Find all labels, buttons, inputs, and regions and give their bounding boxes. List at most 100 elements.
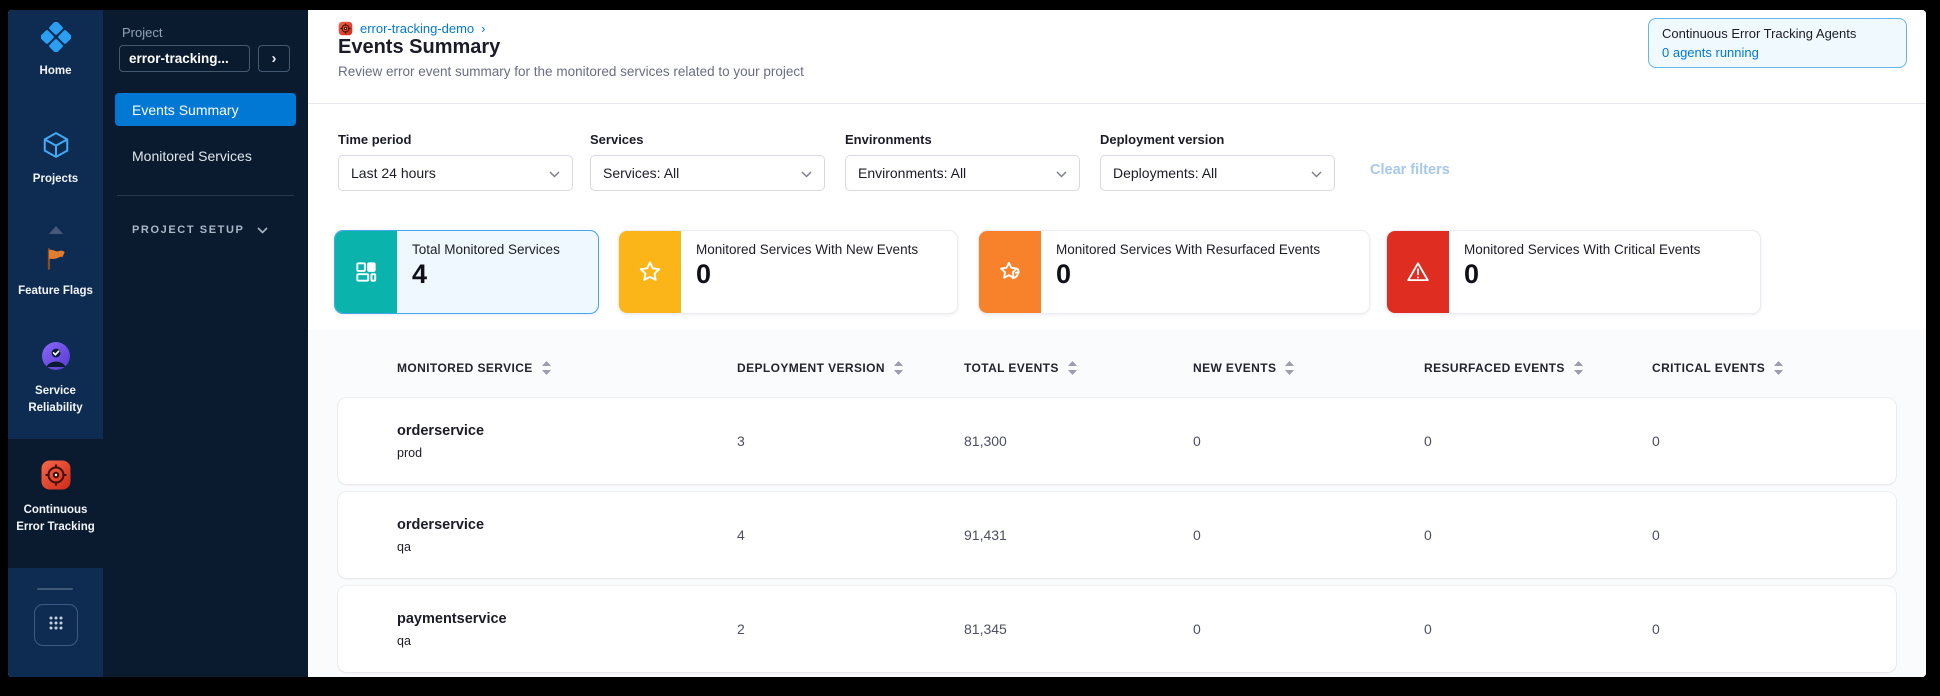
card-label: Total Monitored Services <box>412 242 560 257</box>
sort-icon[interactable] <box>1573 361 1583 375</box>
sidebar-item-label: Service Reliability <box>28 385 83 415</box>
card-resurfaced-events[interactable]: Monitored Services With Resurfaced Event… <box>978 230 1370 314</box>
critical-events-value: 0 <box>1652 527 1660 543</box>
filter-label-deployment-version: Deployment version <box>1100 132 1225 147</box>
card-new-events[interactable]: Monitored Services With New Events 0 <box>618 230 958 314</box>
nav-item-label: Monitored Services <box>132 148 252 164</box>
breadcrumb-project-link[interactable]: error-tracking-demo <box>360 21 475 36</box>
header-divider <box>308 103 1926 104</box>
card-total-monitored-services[interactable]: Total Monitored Services 4 <box>334 230 599 314</box>
project-selector[interactable]: error-tracking... <box>119 45 250 72</box>
app-window: Home Projects Feature Flags <box>8 10 1926 677</box>
sort-icon[interactable] <box>1067 361 1077 375</box>
breadcrumb-separator: › <box>481 21 486 36</box>
resurfaced-events-value: 0 <box>1424 433 1432 449</box>
star-icon <box>619 231 681 313</box>
agents-panel: Continuous Error Tracking Agents 0 agent… <box>1648 18 1907 68</box>
main-content: error-tracking-demo › Events Summary Rev… <box>308 10 1926 677</box>
chevron-down-icon <box>1311 165 1322 181</box>
nav-item-monitored-services[interactable]: Monitored Services <box>115 143 296 169</box>
project-expand-button[interactable]: › <box>258 45 290 72</box>
project-nav-panel: Project error-tracking... › Events Summa… <box>103 10 308 677</box>
page-subtitle: Review error event summary for the monit… <box>338 64 804 79</box>
sort-icon[interactable] <box>1774 361 1784 375</box>
services-select[interactable]: Services: All <box>590 155 825 191</box>
column-header: RESURFACED EVENTS <box>1424 361 1565 375</box>
sidebar-item-label: Home <box>39 65 72 77</box>
total-events-value: 91,431 <box>964 527 1007 543</box>
page-title: Events Summary <box>338 36 501 58</box>
table-row[interactable]: orderservice qa 4 91,431 0 0 0 <box>338 492 1896 578</box>
reliability-icon <box>40 340 72 377</box>
deployment-version-value: 3 <box>737 433 745 449</box>
chevron-down-icon <box>1056 165 1067 181</box>
sort-icon[interactable] <box>541 361 551 375</box>
environment-name: qa <box>397 633 411 648</box>
cube-icon <box>41 130 71 165</box>
card-critical-events[interactable]: Monitored Services With Critical Events … <box>1386 230 1761 314</box>
star-refresh-icon <box>979 231 1041 313</box>
filter-label-environments: Environments <box>845 132 932 147</box>
service-name: orderservice <box>397 516 485 533</box>
column-header: DEPLOYMENT VERSION <box>737 361 885 375</box>
select-value: Services: All <box>603 165 680 181</box>
sidebar-item-continuous-error-tracking[interactable]: Continuous Error Tracking <box>8 459 103 537</box>
grid-icon <box>335 231 397 313</box>
critical-events-value: 0 <box>1652 433 1660 449</box>
sidebar-item-feature-flags[interactable]: Feature Flags <box>8 246 103 300</box>
table-row[interactable]: paymentservice qa 2 81,345 0 0 0 <box>338 586 1896 672</box>
breadcrumb: error-tracking-demo › <box>338 21 486 36</box>
error-tracking-mini-icon <box>338 21 353 36</box>
sidebar-item-home[interactable]: Home <box>8 21 103 80</box>
agents-panel-title: Continuous Error Tracking Agents <box>1662 26 1857 41</box>
table-header-row: MONITORED SERVICE DEPLOYMENT VERSION TOT… <box>338 330 1896 398</box>
all-modules-grid-button[interactable] <box>34 604 78 646</box>
time-period-select[interactable]: Last 24 hours <box>338 155 573 191</box>
select-value: Environments: All <box>858 165 967 181</box>
environment-name: prod <box>397 445 423 460</box>
sidebar-item-label: Feature Flags <box>18 285 93 297</box>
service-name: paymentservice <box>397 610 507 627</box>
column-header: MONITORED SERVICE <box>397 361 533 375</box>
card-value: 0 <box>1464 259 1480 289</box>
module-sidebar: Home Projects Feature Flags <box>8 10 103 677</box>
agents-running-link[interactable]: 0 agents running <box>1662 45 1759 60</box>
error-tracking-target-icon <box>40 459 72 496</box>
deployment-version-value: 4 <box>737 527 745 543</box>
sort-icon[interactable] <box>893 361 903 375</box>
filter-label-services: Services <box>590 132 644 147</box>
project-label: Project <box>122 25 163 40</box>
resurfaced-events-value: 0 <box>1424 621 1432 637</box>
chevron-down-icon <box>549 165 560 181</box>
resurfaced-events-value: 0 <box>1424 527 1432 543</box>
environments-select[interactable]: Environments: All <box>845 155 1080 191</box>
section-label: PROJECT SETUP <box>132 224 245 236</box>
card-value: 0 <box>1056 259 1072 289</box>
deployment-version-value: 2 <box>737 621 745 637</box>
chevron-down-icon <box>801 165 812 181</box>
sidebar-item-service-reliability[interactable]: Service Reliability <box>8 340 103 418</box>
nav-item-events-summary[interactable]: Events Summary <box>115 93 296 126</box>
sort-icon[interactable] <box>1285 361 1295 375</box>
project-setup-section[interactable]: PROJECT SETUP <box>132 221 268 239</box>
card-label: Monitored Services With Critical Events <box>1464 242 1701 257</box>
table-row[interactable]: orderservice prod 3 81,300 0 0 0 <box>338 398 1896 484</box>
clear-filters-button[interactable]: Clear filters <box>1370 162 1450 178</box>
select-value: Last 24 hours <box>351 165 436 181</box>
chevron-up-icon[interactable] <box>8 226 103 234</box>
new-events-value: 0 <box>1193 433 1201 449</box>
column-header: NEW EVENTS <box>1193 361 1277 375</box>
chevron-down-icon <box>256 221 268 239</box>
environment-name: qa <box>397 539 411 554</box>
sidebar-item-label: Projects <box>32 173 79 185</box>
events-table: MONITORED SERVICE DEPLOYMENT VERSION TOT… <box>308 330 1926 677</box>
deployments-select[interactable]: Deployments: All <box>1100 155 1335 191</box>
sidebar-item-projects[interactable]: Projects <box>8 130 103 188</box>
column-header: TOTAL EVENTS <box>964 361 1059 375</box>
card-label: Monitored Services With New Events <box>696 242 919 257</box>
select-value: Deployments: All <box>1113 165 1218 181</box>
nav-divider <box>117 195 294 196</box>
grid-dots-icon <box>48 615 64 636</box>
harness-logo-icon <box>39 21 72 57</box>
card-label: Monitored Services With Resurfaced Event… <box>1056 242 1321 257</box>
